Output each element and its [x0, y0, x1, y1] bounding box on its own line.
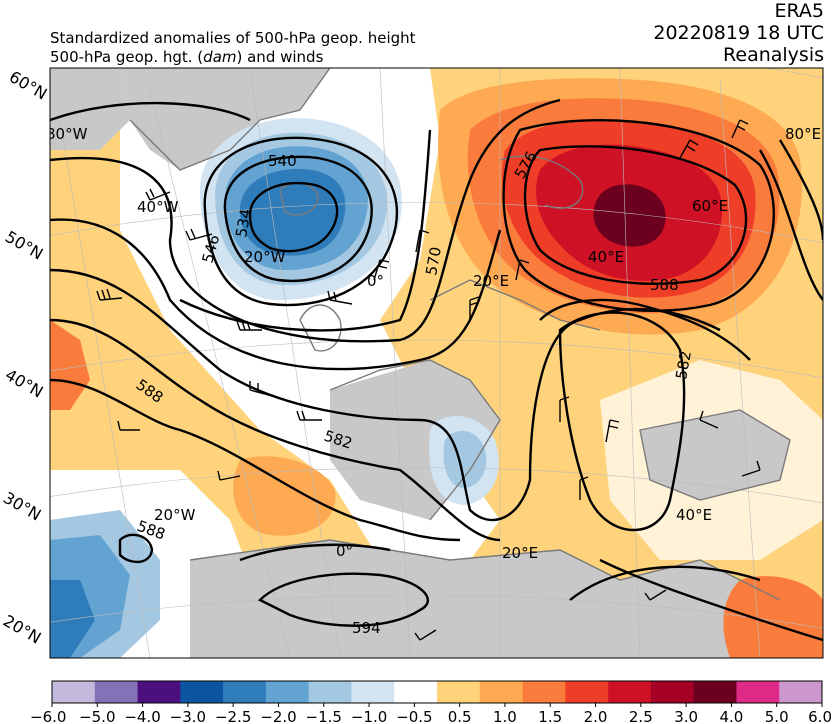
colorbar-swatch	[265, 681, 309, 703]
map-frame	[49, 67, 824, 659]
colorbar-swatch	[437, 681, 481, 703]
positive-anomaly-canaries	[233, 456, 336, 536]
colorbar-swatch	[308, 681, 352, 703]
lon-label: 0°	[336, 542, 353, 560]
land-east	[640, 410, 790, 500]
colorbar-swatch	[394, 681, 438, 703]
subtitle-prefix: 500-hPa geop. hgt. (	[50, 48, 204, 66]
colorbar	[51, 680, 823, 704]
colorbar-swatch	[608, 681, 652, 703]
contour-label: 570	[422, 245, 445, 276]
colorbar-tick-label: −2.5	[215, 708, 251, 724]
latitude-labels: 60°N 50°N 40°N 30°N 20°N	[0, 67, 50, 648]
lon-label: 20°W	[244, 248, 286, 266]
longitude-labels: 80°W 40°W 20°W 0° 20°E 40°E 60°E 80°E 20…	[46, 125, 821, 562]
colorbar-tick-label: 1.0	[493, 708, 517, 724]
colorbar-frame	[51, 680, 823, 704]
colorbar-swatch	[736, 681, 780, 703]
map-subtitle-line-2: 500-hPa geop. hgt. (dam) and winds	[50, 48, 323, 67]
colorbar-swatch	[650, 681, 694, 703]
map-field: 540 534 546 576 570 588 588 582 582 594 …	[46, 68, 823, 658]
colorbar-swatch	[479, 681, 523, 703]
lon-label: 40°E	[588, 248, 624, 266]
lat-label: 60°N	[6, 67, 50, 104]
lon-label: 0°	[367, 272, 384, 290]
lon-label: 80°E	[785, 125, 821, 143]
lon-label: 20°E	[473, 272, 509, 290]
lat-label: 20°N	[0, 611, 44, 648]
colorbar-swatch	[779, 681, 823, 703]
colorbar-tick-label: 6.0	[808, 708, 832, 724]
colorbar-tick-label: −1.0	[351, 708, 387, 724]
colorbar-tick-label: 4.0	[719, 708, 743, 724]
colorbar-swatch	[351, 681, 395, 703]
positive-anomaly-core	[593, 184, 666, 247]
lon-label: 40°E	[676, 506, 712, 524]
colorbar-tick-label: 5.0	[765, 708, 789, 724]
wind-barbs	[96, 119, 761, 641]
contour-label: 534	[232, 207, 255, 238]
contour-label: 540	[268, 152, 297, 170]
colorbar-tick-label: 3.0	[674, 708, 698, 724]
contour-label: 582	[672, 349, 695, 380]
subtitle-unit: dam	[203, 48, 237, 66]
contour-label: 594	[352, 619, 381, 637]
lon-label: 60°E	[692, 197, 728, 215]
colorbar-swatch	[223, 681, 267, 703]
colorbar-swatch	[94, 681, 138, 703]
colorbar-swatch	[565, 681, 609, 703]
lon-label: 20°E	[502, 544, 538, 562]
positive-anomaly-se	[723, 576, 823, 658]
colorbar-tick-labels: −6.0 −5.0 −4.0 −3.0 −2.5 −2.0 −1.5 −1.0 −0.5 0.5 1…	[30, 703, 832, 724]
valid-time: 20220819 18 UTC	[653, 22, 824, 44]
colorbar-tick-label: −1.5	[306, 708, 342, 724]
lat-label: 50°N	[2, 227, 46, 264]
colorbar-swatch	[522, 681, 566, 703]
colorbar-tick-label: −2.0	[260, 708, 296, 724]
product-name: ERA5	[774, 0, 824, 22]
colorbar-tick-label: −5.0	[79, 708, 115, 724]
map-subtitle-line-1: Standardized anomalies of 500-hPa geop. …	[50, 29, 416, 47]
colorbar-tick-label: −0.5	[396, 708, 432, 724]
colorbar-swatch	[137, 681, 181, 703]
colorbar-tick-label: 2.5	[629, 708, 653, 724]
height-contours	[50, 98, 823, 642]
colorbar-tick-label: −4.0	[124, 708, 160, 724]
lat-label: 40°N	[2, 365, 46, 402]
lon-label: 80°W	[46, 125, 88, 143]
graticule	[50, 68, 823, 658]
contour-label: 588	[650, 276, 679, 294]
lon-label: 20°W	[154, 506, 196, 524]
colorbar-swatch	[180, 681, 224, 703]
colorbar-tick-label: 0.5	[448, 708, 472, 724]
colorbar-tick-label: 1.5	[538, 708, 562, 724]
subtitle-suffix: ) and winds	[236, 48, 324, 66]
colorbar-swatch	[52, 681, 96, 703]
colorbar-tick-label: −6.0	[30, 708, 66, 724]
lat-label: 30°N	[0, 488, 44, 525]
coastlines	[129, 68, 791, 601]
colorbar-swatch	[693, 681, 737, 703]
colorbar-tick-label: 2.0	[584, 708, 608, 724]
land-greenland	[120, 68, 330, 170]
dataset-name: Reanalysis	[723, 44, 824, 66]
positive-anomaly-west	[50, 320, 90, 410]
colorbar-tick-label: −3.0	[170, 708, 206, 724]
lon-label: 40°W	[137, 198, 179, 216]
